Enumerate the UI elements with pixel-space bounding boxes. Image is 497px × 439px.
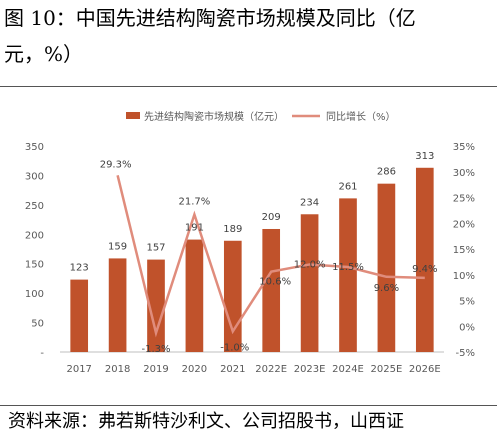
left-tick-label: 350	[25, 142, 44, 153]
growth-label-2020: 21.7%	[179, 196, 211, 207]
bar-label-2024E: 261	[338, 181, 357, 192]
growth-label-2025E: 9.6%	[374, 283, 399, 294]
category-label-2017: 2017	[66, 364, 91, 375]
legend: 先进结构陶瓷市场规模（亿元） 同比增长（%）	[126, 110, 396, 123]
left-tick-label: 50	[31, 319, 44, 330]
growth-value-labels: 29.3% -1.3% 21.7% -1.0% 10.6%12.0% 11.5% 9.6% 9…	[100, 159, 438, 355]
legend-line-label: 同比增长（%）	[326, 110, 396, 123]
figure-title: 图 10：中国先进结构陶瓷市场规模及同比（亿 元，%）	[4, 0, 494, 72]
top-divider	[0, 86, 497, 87]
bar-2025E	[377, 183, 396, 352]
legend-bar-swatch	[126, 112, 140, 119]
bar-2021	[223, 240, 242, 352]
bar-label-2025E: 286	[377, 167, 396, 178]
growth-label-2022E: 10.6%	[259, 277, 291, 288]
bar-label-2019: 157	[146, 243, 165, 254]
left-tick-label: 200	[25, 230, 44, 241]
bar-2022E	[262, 228, 281, 352]
bar-label-2023E: 234	[300, 197, 319, 208]
bar-2026E	[415, 167, 434, 352]
right-tick-label: 0%	[459, 322, 475, 333]
bar-value-labels: 123 159 157 191 189 209 234 261 286 313	[70, 151, 435, 274]
left-tick-label: -	[40, 348, 44, 359]
category-labels: 2017 2018 2019 2020 2021 2022E 2023E 2024E 2025E…	[66, 364, 440, 375]
left-tick-label: 300	[25, 171, 44, 182]
right-tick-label: 5%	[459, 297, 475, 308]
growth-label-2026E: 9.4%	[412, 264, 437, 275]
bar-series	[70, 167, 434, 352]
bar-label-2017: 123	[70, 263, 89, 274]
bar-label-2026E: 313	[415, 151, 434, 162]
category-label-2022E: 2022E	[255, 364, 287, 375]
right-tick-label: 25%	[453, 194, 475, 205]
left-tick-label: 100	[25, 289, 44, 300]
right-tick-label: 15%	[453, 245, 475, 256]
bar-2017	[70, 279, 89, 352]
figure-title-line1: 图 10：中国先进结构陶瓷市场规模及同比（亿	[4, 6, 416, 30]
bottom-divider	[0, 405, 497, 406]
bar-2020	[185, 239, 204, 352]
source-note: 资料来源：弗若斯特沙利文、公司招股书，山西证	[8, 411, 404, 432]
category-label-2020: 2020	[182, 364, 207, 375]
bar-label-2020: 191	[185, 223, 204, 234]
bar-2023E	[300, 214, 319, 352]
figure-title-line2: 元，%）	[4, 42, 84, 66]
growth-line	[116, 175, 425, 338]
category-label-2026E: 2026E	[409, 364, 441, 375]
legend-bar-label: 先进结构陶瓷市场规模（亿元）	[144, 110, 284, 123]
right-tick-label: 35%	[453, 142, 475, 153]
category-label-2019: 2019	[143, 364, 168, 375]
left-tick-label: 250	[25, 201, 44, 212]
bar-2024E	[339, 198, 357, 352]
bar-label-2021: 189	[223, 224, 242, 235]
market-size-chart: 先进结构陶瓷市场规模（亿元） 同比增长（%） - 50 100 150 200 250 30…	[25, 110, 475, 375]
right-tick-label: 20%	[453, 219, 475, 230]
right-tick-label: 30%	[453, 168, 475, 179]
growth-label-2021: -1.0%	[220, 342, 249, 353]
right-tick-label: 10%	[453, 271, 475, 282]
category-label-2018: 2018	[105, 364, 130, 375]
right-axis-ticks: -5% 0% 5% 10% 15% 20% 25% 30% 35%	[453, 142, 475, 359]
category-label-2021: 2021	[220, 364, 245, 375]
left-tick-label: 150	[25, 260, 44, 271]
bar-2018	[108, 258, 127, 352]
bar-label-2022E: 209	[262, 212, 281, 223]
right-tick-label: -5%	[456, 348, 475, 359]
bar-label-2018: 159	[108, 241, 127, 252]
left-axis-ticks: - 50 100 150 200 250 300 350	[25, 142, 44, 359]
growth-label-2019: -1.3%	[141, 344, 170, 355]
category-label-2025E: 2025E	[371, 364, 403, 375]
category-label-2024E: 2024E	[332, 364, 364, 375]
growth-label-2018: 29.3%	[100, 159, 132, 170]
category-label-2023E: 2023E	[294, 364, 326, 375]
bar-2019	[147, 259, 165, 352]
growth-label-2023E: 12.0%	[294, 259, 326, 270]
growth-label-2024E: 11.5%	[332, 262, 364, 273]
